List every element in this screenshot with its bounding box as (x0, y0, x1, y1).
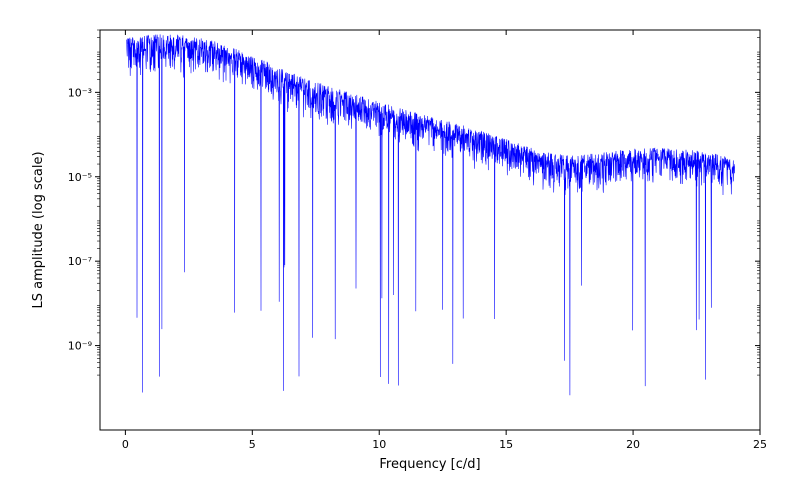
x-tick-label: 10 (372, 438, 386, 451)
y-tick-label: 10⁻⁵ (68, 171, 92, 184)
x-tick-label: 20 (626, 438, 640, 451)
y-tick-label: 10⁻⁹ (68, 340, 92, 353)
x-tick-label: 15 (499, 438, 513, 451)
periodogram-chart: 0 5 10 15 20 25 10⁻⁹ 10⁻⁷ 10⁻⁵ 10⁻³ Frequency [c/d… (0, 0, 800, 500)
x-tick-label: 25 (753, 438, 767, 451)
x-tick-label: 0 (122, 438, 129, 451)
y-axis-label: LS amplitude (log scale) (31, 151, 46, 308)
x-axis-label: Frequency [c/d] (379, 457, 480, 472)
plot-area (100, 30, 760, 430)
x-tick-label: 5 (249, 438, 256, 451)
y-tick-label: 10⁻⁷ (68, 255, 92, 268)
y-tick-label: 10⁻³ (68, 86, 92, 99)
